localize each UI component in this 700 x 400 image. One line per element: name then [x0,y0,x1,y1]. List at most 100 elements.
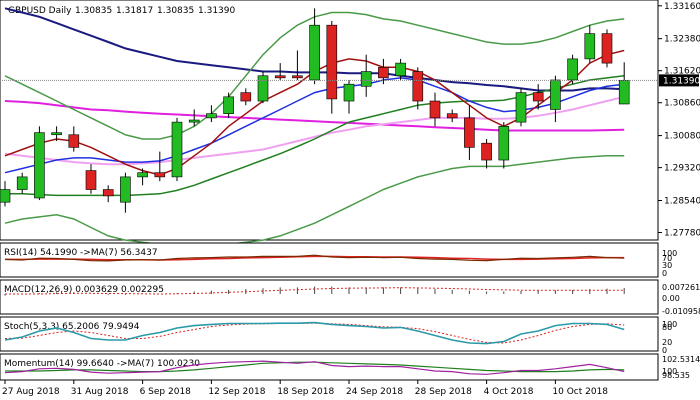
indicator-0-tick-0: 100 [662,249,677,258]
macd-signal-line [5,287,625,295]
momentum-label: Momentum(14) 99.6640 ->MA(7) 100.0230 [4,359,200,369]
candle-body-23 [395,62,406,77]
indicator-axis: 100703000.0072610.00-0.01095810080200102… [662,249,700,380]
candle-body-11 [188,119,200,123]
candle-body-21 [360,71,372,87]
ohlc-open: 1.30835 [75,6,112,16]
date-label-1: 31 Aug 2018 [71,387,129,397]
current-price-tag-text: 1.31390 [663,76,700,86]
macd-panel-frame [0,279,659,315]
ohlc-close: 1.31390 [198,6,235,16]
indicator-3-tick-2: 98.535 [662,371,690,380]
indicator-0-tick-1: 70 [662,254,672,263]
candle-body-18 [309,24,320,81]
candle-body-32 [550,79,561,110]
indicator-0-tick-3: 0 [662,269,667,278]
date-axis: 27 Aug 2018 31 Aug 2018 6 Sep 2018 12 Sep 2… [2,380,608,397]
candle-body-16 [274,75,286,79]
stoch-k-line [4,321,625,345]
macd-label: MACD(12,26,9) 0.003629 0.002295 [4,285,164,295]
indicator-2-tick-2: 20 [662,338,672,347]
indicator-3-tick-0: 102.5314 [662,355,700,364]
candle-body-15 [257,75,269,102]
candle-body-22 [378,67,389,79]
momentum-panel-frame [0,353,659,381]
candle-body-5 [85,170,97,190]
candle-body-29 [498,126,510,161]
current-price-tag: 1.31390 [659,74,700,87]
candle-body-26 [446,113,458,119]
price-tick-label-7: 1.27780 [664,229,700,239]
chart-title: GBPUSD Daily [8,6,72,16]
candle-body-33 [567,58,578,81]
candle-body-8 [137,172,148,178]
rsi-ma-line [5,255,625,261]
indicator-2-tick-1: 80 [662,323,672,332]
candle-body-17 [292,75,303,79]
candle-body-27 [464,117,475,148]
date-label-4: 18 Sep 2018 [277,387,334,397]
price-tick-label-2: 1.31620 [664,67,700,77]
ohlc-low: 1.30835 [157,6,194,16]
price-tick-label-3: 1.30860 [664,99,700,109]
macd-panel: MACD(12,26,9) 0.003629 0.002295 [0,279,659,315]
ohlc-high: 1.31817 [116,6,153,16]
indicator-2-tick-0: 100 [662,320,677,329]
rsi-line [4,254,625,262]
rsi-panel: RSI(14) 54.1990 ->MA(7) 56.3437 [0,242,659,278]
date-label-6: 28 Sep 2018 [415,387,472,397]
candle-body-1 [16,176,28,190]
price-tick-label-6: 1.28540 [664,196,700,206]
candle-body-7 [120,176,131,203]
candle-body-9 [154,172,166,178]
stoch-d-line [4,322,625,344]
indicator-3-tick-1: 100 [662,367,677,376]
overlay-line-7 [4,155,625,248]
date-label-2: 6 Sep 2018 [140,387,192,397]
overlay-line-1 [4,100,625,132]
candle-body-6 [102,189,114,197]
candle-body-31 [532,92,544,102]
candle-body-13 [223,96,234,114]
date-label-7: 4 Oct 2018 [484,387,534,397]
candle-body-28 [481,142,492,161]
date-label-3: 12 Sep 2018 [208,387,265,397]
candle-body-30 [515,92,527,123]
candle-body-10 [171,121,183,178]
candle-body-2 [34,132,45,199]
price-axis: 1.33160 1.32380 1.31620 1.30860 1.30080 1.293… [658,2,700,239]
price-tick-label-4: 1.30080 [664,132,700,142]
price-tick-label-0: 1.33160 [664,2,700,12]
date-label-8: 10 Oct 2018 [552,387,608,397]
momentum-line [4,360,625,375]
indicator-1-tick-1: 0.00 [662,294,680,303]
indicator-1-tick-0: 0.007261 [662,283,700,292]
date-label-5: 24 Sep 2018 [346,387,403,397]
price-tick-label-1: 1.32380 [664,35,700,45]
candle-body-24 [412,71,424,102]
indicator-0-tick-2: 30 [662,261,672,270]
candle-body-25 [429,100,441,119]
candle-body-12 [206,113,217,119]
stoch-label: Stoch(5,3,3) 65.2006 79.9494 [4,322,140,332]
candle-body-14 [240,92,252,102]
stoch-panel-frame [0,316,659,352]
rsi-label: RSI(14) 54.1990 ->MA(7) 56.3437 [4,248,158,258]
indicator-2-tick-3: 0 [662,346,667,355]
candle-body-3 [51,132,62,136]
candle-body-36 [618,80,630,105]
price-tick-label-5: 1.29320 [664,164,700,174]
candle-body-35 [601,33,613,64]
stoch-panel: Stoch(5,3,3) 65.2006 79.9494 [0,316,659,352]
candle-body-0 [0,189,11,203]
momentum-panel: Momentum(14) 99.6640 ->MA(7) 100.0230 [0,353,659,381]
indicator-1-tick-2: -0.010958 [662,307,700,316]
candle-body-34 [584,33,596,60]
main-price-panel: GBPUSD Daily 1.30835 1.31817 1.30835 1.3… [0,0,659,248]
candle-body-4 [68,134,80,148]
current-price-tag-bg [659,74,699,87]
candle-body-20 [343,83,355,102]
date-label-0: 27 Aug 2018 [2,387,60,397]
candle-body-19 [326,24,338,100]
